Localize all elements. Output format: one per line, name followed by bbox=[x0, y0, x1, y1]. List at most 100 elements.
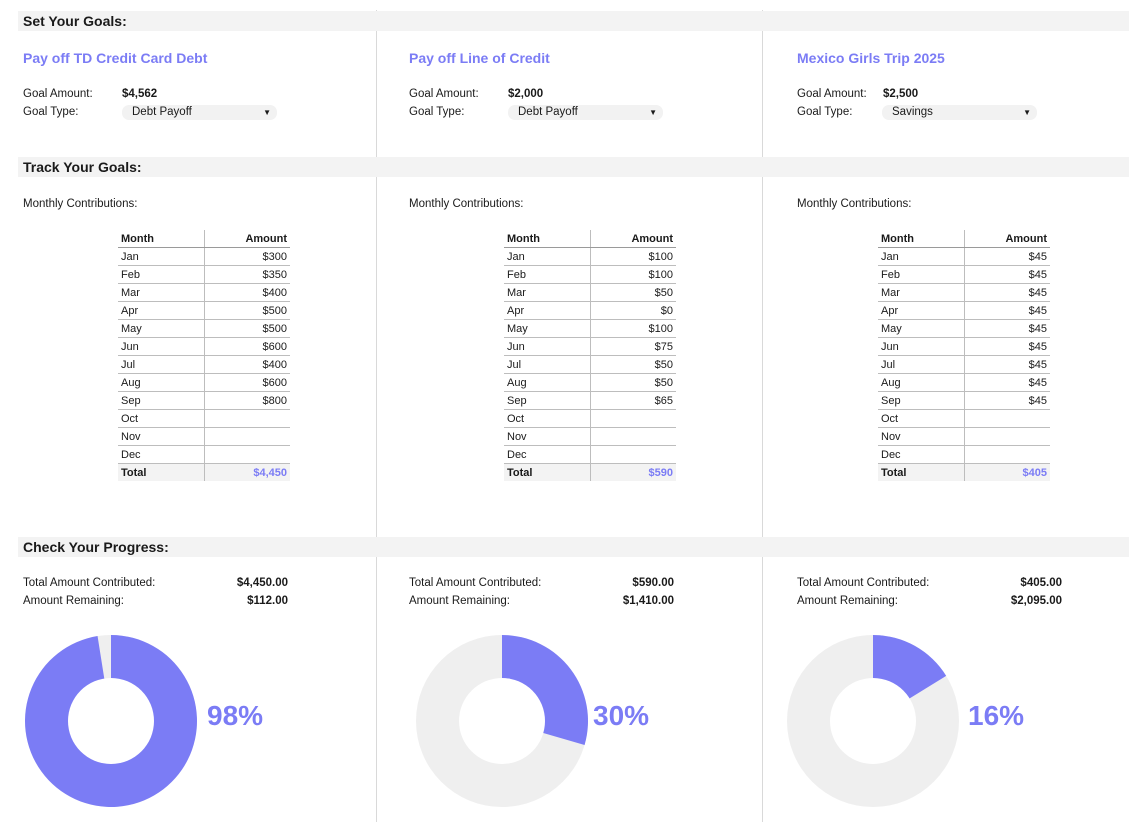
goal-type-dropdown[interactable]: Debt Payoff ▼ bbox=[122, 105, 277, 120]
section-title-set-goals: Set Your Goals: bbox=[23, 13, 127, 29]
amount-cell[interactable]: $300 bbox=[204, 247, 290, 266]
amount-cell[interactable] bbox=[204, 445, 290, 464]
amount-remaining-label: Amount Remaining: bbox=[797, 595, 898, 607]
amount-cell[interactable]: $350 bbox=[204, 265, 290, 284]
amount-cell[interactable]: $50 bbox=[590, 283, 676, 302]
month-cell: Apr bbox=[118, 301, 205, 320]
amount-header: Amount bbox=[590, 230, 676, 248]
table-row: Sep $45 bbox=[878, 391, 1050, 410]
contributions-table: Month Amount Jan $45 Feb $45 Mar $45 Apr $45 May $4… bbox=[878, 230, 1050, 481]
amount-cell[interactable]: $800 bbox=[204, 391, 290, 410]
month-cell: Mar bbox=[504, 283, 591, 302]
monthly-contributions-label: Monthly Contributions: bbox=[23, 198, 138, 210]
amount-cell[interactable]: $75 bbox=[590, 337, 676, 356]
amount-cell[interactable]: $45 bbox=[964, 373, 1050, 392]
month-cell: Oct bbox=[118, 409, 205, 428]
amount-cell[interactable] bbox=[204, 409, 290, 428]
table-row: Jul $45 bbox=[878, 355, 1050, 374]
month-cell: Feb bbox=[878, 265, 965, 284]
goal-amount-value[interactable]: $2,000 bbox=[508, 88, 544, 100]
goal-amount-label: Goal Amount: bbox=[797, 88, 867, 100]
total-contributed-label: Total Amount Contributed: bbox=[409, 577, 542, 589]
table-row: Mar $50 bbox=[504, 283, 676, 302]
amount-cell[interactable]: $500 bbox=[204, 319, 290, 338]
amount-cell[interactable]: $50 bbox=[590, 355, 676, 374]
amount-cell[interactable]: $45 bbox=[964, 283, 1050, 302]
goal-title[interactable]: Pay off TD Credit Card Debt bbox=[23, 50, 208, 66]
amount-cell[interactable] bbox=[964, 427, 1050, 446]
amount-remaining-value: $112.00 bbox=[247, 595, 288, 607]
amount-cell[interactable] bbox=[590, 427, 676, 446]
goal-amount-value[interactable]: $2,500 bbox=[883, 88, 919, 100]
table-row: Feb $100 bbox=[504, 265, 676, 284]
amount-remaining-value: $1,410.00 bbox=[622, 595, 674, 607]
month-cell: Jul bbox=[878, 355, 965, 374]
section-title-check-progress: Check Your Progress: bbox=[23, 539, 169, 555]
month-cell: Sep bbox=[118, 391, 205, 410]
table-row: Apr $0 bbox=[504, 301, 676, 320]
goal-amount-label: Goal Amount: bbox=[23, 88, 93, 100]
goal-amount-value[interactable]: $4,562 bbox=[122, 88, 158, 100]
amount-cell[interactable] bbox=[590, 445, 676, 464]
goal-type-label: Goal Type: bbox=[23, 106, 79, 118]
table-row: Aug $45 bbox=[878, 373, 1050, 392]
amount-cell[interactable]: $600 bbox=[204, 373, 290, 392]
amount-remaining-label: Amount Remaining: bbox=[23, 595, 124, 607]
progress-percent-label: 98% bbox=[207, 700, 264, 731]
month-cell: Jan bbox=[118, 247, 205, 266]
amount-cell[interactable]: $100 bbox=[590, 265, 676, 284]
amount-cell[interactable]: $45 bbox=[964, 337, 1050, 356]
amount-cell[interactable]: $50 bbox=[590, 373, 676, 392]
amount-cell[interactable]: $45 bbox=[964, 265, 1050, 284]
table-row: Aug $600 bbox=[118, 373, 290, 392]
month-cell: Jul bbox=[504, 355, 591, 374]
section-band bbox=[18, 11, 1129, 31]
amount-cell[interactable]: $100 bbox=[590, 247, 676, 266]
month-cell: Jun bbox=[504, 337, 591, 356]
table-row: Nov bbox=[118, 427, 290, 446]
amount-cell[interactable] bbox=[590, 409, 676, 428]
section-band bbox=[18, 157, 1129, 177]
chevron-down-icon: ▼ bbox=[1023, 108, 1031, 117]
amount-cell[interactable]: $45 bbox=[964, 319, 1050, 338]
month-cell: Jun bbox=[878, 337, 965, 356]
goal-title[interactable]: Pay off Line of Credit bbox=[409, 50, 550, 66]
table-row: Mar $45 bbox=[878, 283, 1050, 302]
goal-type-dropdown[interactable]: Debt Payoff ▼ bbox=[508, 105, 663, 120]
amount-cell[interactable]: $65 bbox=[590, 391, 676, 410]
amount-cell[interactable] bbox=[204, 427, 290, 446]
total-label: Total bbox=[504, 463, 591, 481]
amount-cell[interactable] bbox=[964, 409, 1050, 428]
month-cell: Oct bbox=[878, 409, 965, 428]
month-cell: May bbox=[504, 319, 591, 338]
goal-type-label: Goal Type: bbox=[797, 106, 853, 118]
table-row: Nov bbox=[504, 427, 676, 446]
table-row: Oct bbox=[118, 409, 290, 428]
goal-type-dropdown[interactable]: Savings ▼ bbox=[882, 105, 1037, 120]
amount-remaining-value: $2,095.00 bbox=[1010, 595, 1062, 607]
chevron-down-icon: ▼ bbox=[263, 108, 271, 117]
amount-cell[interactable]: $100 bbox=[590, 319, 676, 338]
amount-cell[interactable]: $45 bbox=[964, 301, 1050, 320]
amount-cell[interactable]: $600 bbox=[204, 337, 290, 356]
amount-cell[interactable]: $45 bbox=[964, 391, 1050, 410]
table-row: May $100 bbox=[504, 319, 676, 338]
table-row: Aug $50 bbox=[504, 373, 676, 392]
month-cell: Nov bbox=[878, 427, 965, 446]
amount-cell[interactable]: $500 bbox=[204, 301, 290, 320]
goal-column: Pay off TD Credit Card Debt Goal Amount: $… bbox=[23, 0, 393, 822]
donut-hole bbox=[830, 678, 916, 764]
amount-cell[interactable]: $45 bbox=[964, 355, 1050, 374]
amount-cell[interactable]: $0 bbox=[590, 301, 676, 320]
amount-cell[interactable] bbox=[964, 445, 1050, 464]
table-row: Jun $75 bbox=[504, 337, 676, 356]
goal-column: Pay off Line of Credit Goal Amount: $2,000… bbox=[409, 0, 779, 822]
amount-cell[interactable]: $45 bbox=[964, 247, 1050, 266]
table-row: Apr $45 bbox=[878, 301, 1050, 320]
amount-cell[interactable]: $400 bbox=[204, 283, 290, 302]
goal-type-selected: Debt Payoff bbox=[518, 106, 578, 118]
month-cell: Dec bbox=[504, 445, 591, 464]
table-row: May $500 bbox=[118, 319, 290, 338]
amount-cell[interactable]: $400 bbox=[204, 355, 290, 374]
goal-title[interactable]: Mexico Girls Trip 2025 bbox=[797, 50, 945, 66]
